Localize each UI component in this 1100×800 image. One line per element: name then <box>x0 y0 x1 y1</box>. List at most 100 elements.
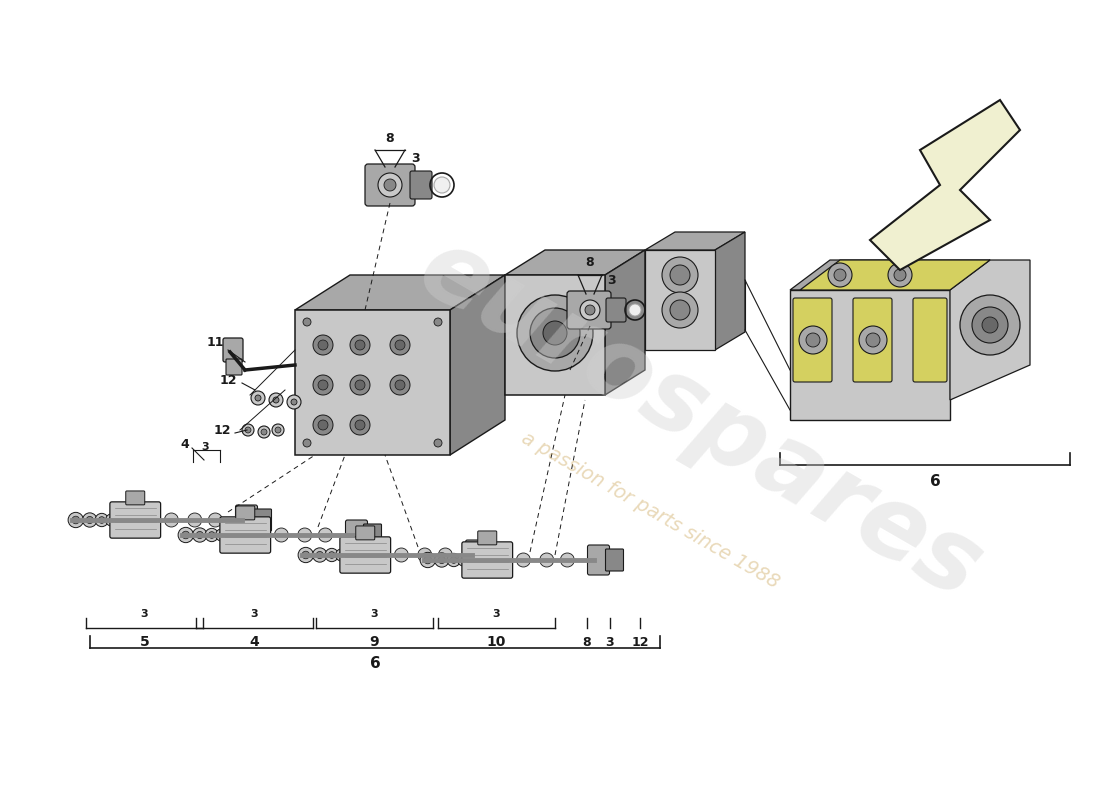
Circle shape <box>274 528 288 542</box>
Text: 6: 6 <box>930 474 940 489</box>
Circle shape <box>420 552 436 568</box>
FancyBboxPatch shape <box>340 537 390 573</box>
Circle shape <box>314 375 333 395</box>
Text: 3: 3 <box>493 609 500 619</box>
FancyBboxPatch shape <box>223 338 243 362</box>
Text: 12: 12 <box>213 423 231 437</box>
Circle shape <box>205 528 219 542</box>
Circle shape <box>395 380 405 390</box>
Polygon shape <box>645 232 745 250</box>
Circle shape <box>434 553 449 567</box>
Text: 3: 3 <box>251 609 258 619</box>
Text: 11: 11 <box>207 335 223 349</box>
Circle shape <box>208 513 222 527</box>
Circle shape <box>318 528 332 542</box>
FancyBboxPatch shape <box>477 531 497 545</box>
Polygon shape <box>505 250 645 275</box>
Circle shape <box>182 531 189 539</box>
Circle shape <box>106 514 118 526</box>
FancyBboxPatch shape <box>484 544 502 566</box>
Circle shape <box>960 295 1020 355</box>
Circle shape <box>894 269 906 281</box>
FancyBboxPatch shape <box>363 524 382 546</box>
Circle shape <box>95 514 109 526</box>
Circle shape <box>438 557 446 563</box>
Circle shape <box>418 548 431 562</box>
Circle shape <box>164 513 178 527</box>
FancyBboxPatch shape <box>465 540 487 570</box>
FancyBboxPatch shape <box>226 359 242 375</box>
Circle shape <box>216 529 228 541</box>
Circle shape <box>560 553 574 567</box>
Polygon shape <box>950 260 990 400</box>
Circle shape <box>447 554 461 566</box>
Polygon shape <box>605 250 645 395</box>
Circle shape <box>298 547 314 562</box>
Polygon shape <box>950 260 1030 400</box>
FancyBboxPatch shape <box>345 520 367 550</box>
Circle shape <box>516 553 530 567</box>
Text: 10: 10 <box>487 635 506 649</box>
FancyBboxPatch shape <box>587 545 609 575</box>
Text: 3: 3 <box>371 609 378 619</box>
Circle shape <box>318 420 328 430</box>
Circle shape <box>255 395 261 401</box>
Circle shape <box>314 335 333 355</box>
Text: 6: 6 <box>370 657 381 671</box>
Circle shape <box>275 427 280 433</box>
Circle shape <box>859 326 887 354</box>
Circle shape <box>68 512 84 528</box>
Text: 3: 3 <box>410 151 419 165</box>
Circle shape <box>384 179 396 191</box>
Circle shape <box>670 300 690 320</box>
Text: 4: 4 <box>180 438 189 451</box>
Circle shape <box>245 427 251 433</box>
Circle shape <box>196 531 204 538</box>
Text: 9: 9 <box>370 635 379 649</box>
FancyBboxPatch shape <box>606 298 626 322</box>
FancyBboxPatch shape <box>566 291 610 329</box>
FancyBboxPatch shape <box>605 549 624 571</box>
Text: 3: 3 <box>201 442 209 452</box>
Text: 8: 8 <box>583 635 592 649</box>
FancyBboxPatch shape <box>235 506 255 520</box>
FancyBboxPatch shape <box>790 290 950 420</box>
Circle shape <box>378 173 402 197</box>
Circle shape <box>318 380 328 390</box>
Circle shape <box>261 429 267 435</box>
FancyBboxPatch shape <box>852 298 892 382</box>
Circle shape <box>580 300 600 320</box>
Circle shape <box>272 424 284 436</box>
Circle shape <box>192 528 207 542</box>
Circle shape <box>314 415 333 435</box>
Circle shape <box>109 517 114 523</box>
Circle shape <box>434 318 442 326</box>
Circle shape <box>517 295 593 371</box>
Circle shape <box>434 177 450 193</box>
Circle shape <box>329 552 336 558</box>
Circle shape <box>258 426 270 438</box>
FancyBboxPatch shape <box>645 250 715 350</box>
Circle shape <box>395 340 405 350</box>
FancyBboxPatch shape <box>220 517 271 553</box>
Text: eurospares: eurospares <box>402 220 998 620</box>
Circle shape <box>629 304 641 316</box>
Circle shape <box>888 263 912 287</box>
Text: 8: 8 <box>386 131 394 145</box>
Circle shape <box>355 380 365 390</box>
Circle shape <box>390 335 410 355</box>
Text: 12: 12 <box>631 635 649 649</box>
Circle shape <box>866 333 880 347</box>
Circle shape <box>434 439 442 447</box>
Circle shape <box>395 548 408 562</box>
Polygon shape <box>295 275 505 310</box>
Circle shape <box>98 517 106 523</box>
Circle shape <box>424 556 431 564</box>
Text: 5: 5 <box>140 635 150 649</box>
Circle shape <box>350 415 370 435</box>
Circle shape <box>242 424 254 436</box>
Circle shape <box>339 552 344 558</box>
Circle shape <box>662 257 698 293</box>
FancyBboxPatch shape <box>913 298 947 382</box>
FancyBboxPatch shape <box>462 542 513 578</box>
